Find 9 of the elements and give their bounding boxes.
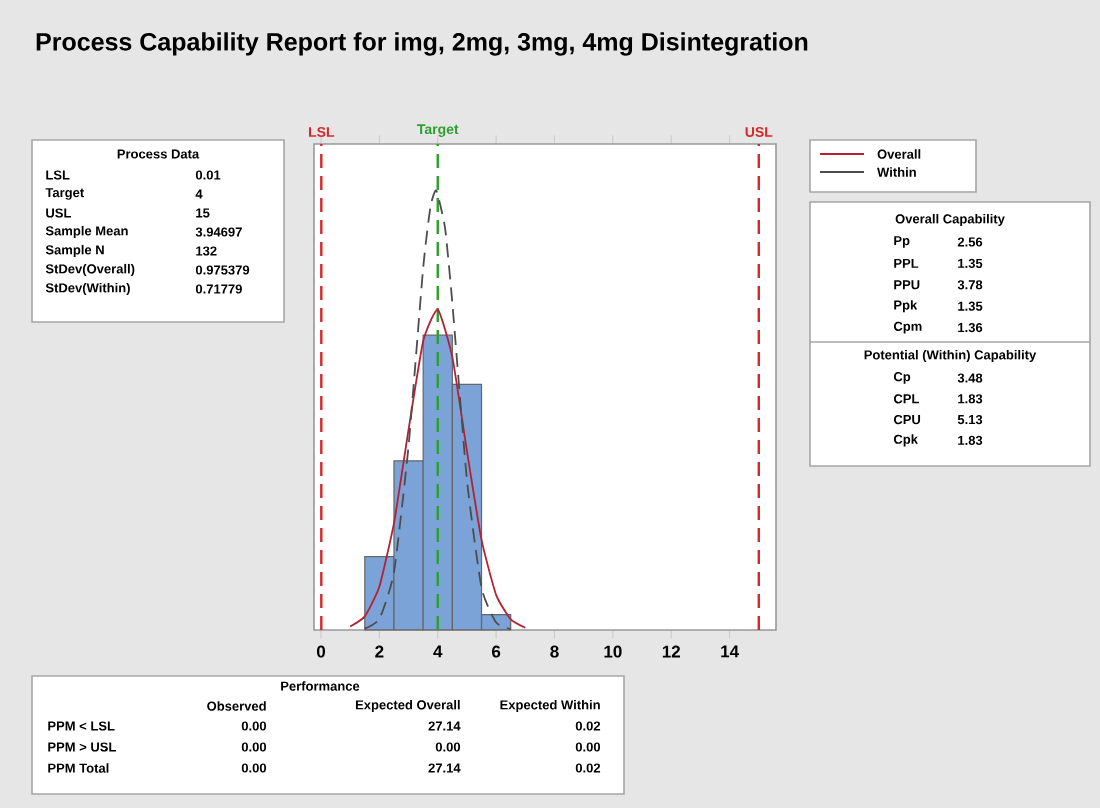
x-tick-label: 6 xyxy=(492,645,501,658)
x-tick-label: 4 xyxy=(433,645,443,658)
chart-title: Process Capability Report for img, 2mg, 3mg, 4mg Disintegration xyxy=(36,32,808,56)
x-tick-label: 12 xyxy=(662,645,681,658)
x-tick-label: 2 xyxy=(375,645,384,658)
x-tick-label: 14 xyxy=(721,645,739,658)
x-tick-label: 8 xyxy=(550,645,559,658)
x-tick-label: 0 xyxy=(316,645,326,658)
x-tick-label: 10 xyxy=(604,645,622,658)
